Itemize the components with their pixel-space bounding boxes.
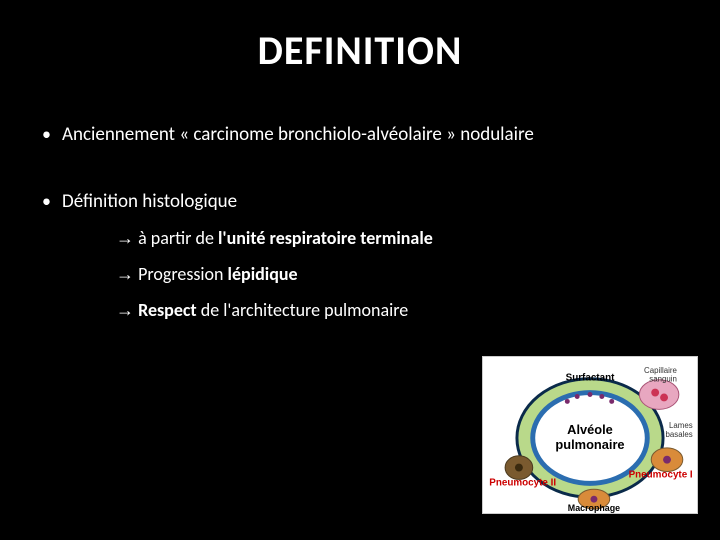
diagram-topright-label-2: sanguin (649, 375, 677, 384)
bullet-item-2-text: Définition histologique (62, 190, 237, 213)
sub-item-3: → Respect de l'architecture pulmonaire (116, 299, 690, 321)
alveole-svg: Alvéole pulmonaire Surfactant Capillaire… (483, 357, 697, 513)
alveole-diagram: Alvéole pulmonaire Surfactant Capillaire… (482, 356, 698, 514)
diagram-center-label-1: Alvéole (567, 422, 613, 437)
bullet-item-1: Anciennement « carcinome bronchiolo-alvé… (38, 123, 690, 146)
sub-item-3-b: de l'architecture pulmonaire (201, 299, 409, 321)
sub-list: → à partir de l'unité respiratoire termi… (62, 227, 690, 321)
diagram-bottom-label: Macrophage (568, 503, 620, 513)
arrow-icon: → (116, 264, 134, 284)
bullet-item-2: Définition histologique → à partir de l'… (38, 190, 690, 321)
diagram-right-small-2: basales (666, 430, 693, 439)
sub-item-2-b: lépidique (228, 263, 298, 285)
diagram-center-label-2: pulmonaire (555, 437, 624, 452)
sub-item-1-a: à partir de (134, 227, 218, 249)
sub-item-2-a: Progression (134, 263, 228, 285)
diagram-right-small-1: Lames (669, 421, 693, 430)
arrow-icon: → (116, 228, 134, 248)
arrow-icon: → (116, 300, 134, 320)
diagram-left-label: Pneumocyte II (489, 477, 556, 488)
diagram-right-label: Pneumocyte I (629, 469, 693, 480)
diagram-topright-label-1: Capillaire (644, 366, 677, 375)
sub-item-2: → Progression lépidique (116, 263, 690, 285)
sub-item-1: → à partir de l'unité respiratoire termi… (116, 227, 690, 249)
bullet-list: Anciennement « carcinome bronchiolo-alvé… (30, 123, 690, 321)
page-title: DEFINITION (30, 26, 690, 75)
diagram-top-label: Surfactant (566, 373, 615, 384)
sub-item-1-b: l'unité respiratoire terminale (218, 227, 433, 249)
sub-item-3-a: Respect (134, 299, 201, 321)
slide: DEFINITION Anciennement « carcinome bron… (0, 0, 720, 540)
